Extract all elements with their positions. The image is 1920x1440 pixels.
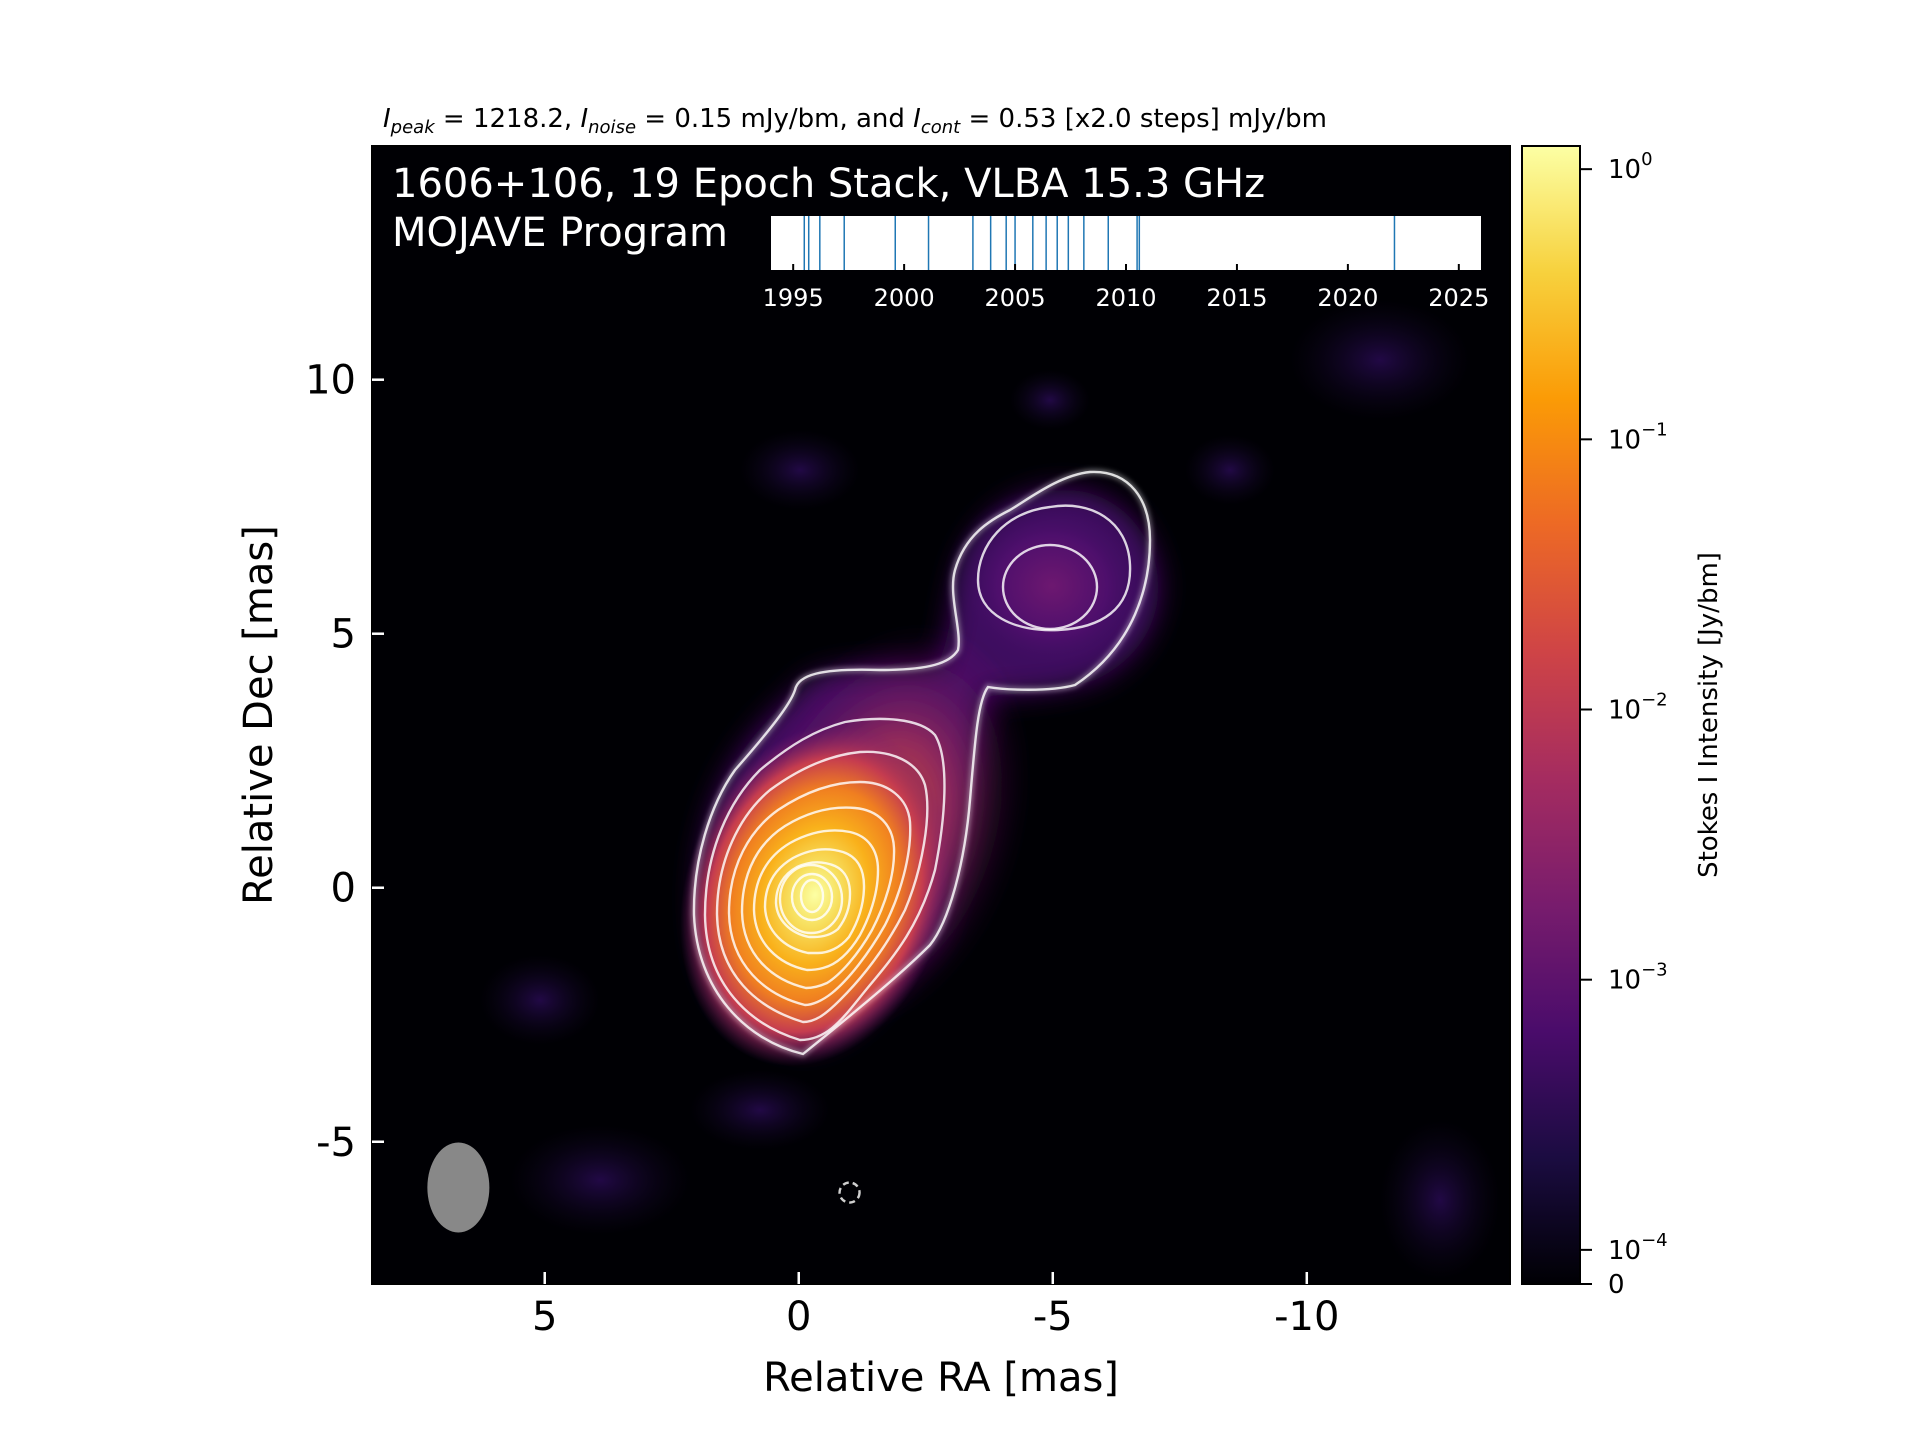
x-tick-label: 5	[532, 1294, 557, 1340]
colorbar: 100 10−1 10−2 10−3 10−4 0 Stokes I Intensity …	[1521, 145, 1724, 1300]
epoch-strip-background	[771, 216, 1481, 270]
chart-title-line2: MOJAVE Program	[392, 210, 728, 256]
header-segment-3: I	[580, 104, 588, 134]
epoch-timeline: 1995 2000 2005 2010 2015 2020 2025	[763, 216, 1489, 312]
y-tick-label: 5	[331, 612, 356, 658]
beam-ellipse	[427, 1142, 490, 1233]
header-segment-7: cont	[921, 117, 961, 138]
colorbar-tick-label: 10−2	[1608, 690, 1668, 726]
colorbar-tick-label: 10−4	[1608, 1230, 1668, 1266]
epoch-tick-label: 2005	[985, 284, 1046, 312]
colorbar-frame	[1521, 145, 1581, 1285]
colorbar-tick-label: 100	[1608, 149, 1653, 185]
colorbar-tick-label: 10−1	[1608, 419, 1668, 455]
epoch-tick-label: 2000	[874, 284, 935, 312]
header-segment-4: noise	[588, 117, 636, 138]
header-segment-5: = 0.15 mJy/bm, and	[636, 104, 913, 134]
x-axis-label: Relative RA [mas]	[763, 1355, 1119, 1401]
epoch-tick-label: 2015	[1206, 284, 1267, 312]
image-frame	[371, 145, 1511, 1285]
chart-title-line1: 1606+106, 19 Epoch Stack, VLBA 15.3 GHz	[392, 161, 1265, 207]
x-tick-label: -10	[1274, 1294, 1339, 1340]
colorbar-tick-label: 10−3	[1608, 960, 1668, 996]
header-segment-0: I	[383, 104, 391, 134]
colorbar-label: Stokes I Intensity [Jy/bm]	[1694, 552, 1724, 878]
colorbar-tick-label: 0	[1608, 1270, 1625, 1300]
core-emission	[680, 723, 950, 1067]
y-tick-label: -5	[316, 1120, 356, 1166]
header-segment-6: I	[913, 104, 921, 134]
colorbar-gradient-bar	[1522, 146, 1580, 1284]
epoch-tick-label: 2020	[1317, 284, 1378, 312]
faint-emission	[480, 300, 1500, 1280]
dashed-circle-marker	[838, 1181, 861, 1204]
y-tick-label: 0	[331, 866, 356, 912]
knot-emission	[942, 486, 1162, 686]
x-tick-label: 0	[786, 1294, 811, 1340]
x-tick-label: -5	[1033, 1294, 1073, 1340]
epoch-tick-label: 2010	[1095, 284, 1156, 312]
contour-lines	[690, 468, 1154, 1058]
epoch-tick-label: 1995	[763, 284, 824, 312]
header-caption: Ipeak = 1218.2, Inoise = 0.15 mJy/bm, an…	[383, 104, 1327, 138]
header-segment-8: = 0.53 [x2.0 steps] mJy/bm	[960, 104, 1327, 134]
y-axis-label: Relative Dec [mas]	[236, 525, 282, 905]
header-segment-1: peak	[390, 117, 437, 138]
epoch-tick-label: 2025	[1428, 284, 1489, 312]
intensity-image	[371, 145, 1511, 1285]
header-segment-2: = 1218.2,	[435, 104, 581, 134]
y-tick-label: 10	[305, 358, 356, 404]
